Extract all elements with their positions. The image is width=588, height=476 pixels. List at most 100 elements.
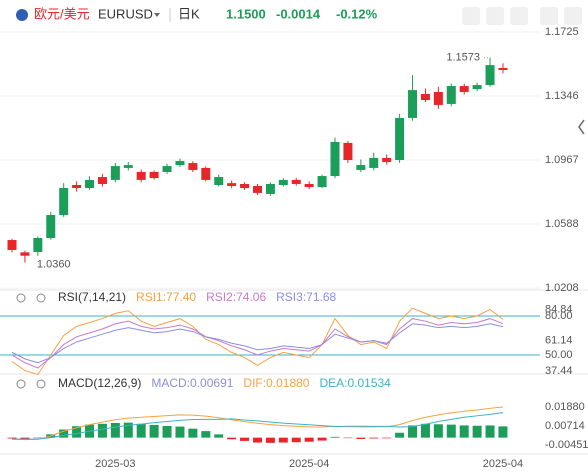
candle-body — [395, 117, 405, 160]
histogram-bar — [20, 437, 30, 439]
candle-body — [188, 163, 198, 170]
histogram-bar — [485, 425, 495, 438]
change-pct: -0.12% — [336, 6, 378, 21]
histogram-bar — [408, 425, 418, 438]
settings-icon[interactable] — [36, 293, 46, 303]
indicator-title: MACD(12,26,9) — [58, 376, 141, 390]
y-tick-label: 1.0208 — [545, 282, 579, 294]
period[interactable]: 日K — [178, 6, 200, 21]
histogram-bar — [33, 437, 43, 439]
y-tick-label: 37.44 — [545, 365, 573, 377]
y-tick-label: 0.01880 — [545, 401, 585, 413]
y-tick-label: 80.00 — [545, 310, 573, 322]
candle-body — [175, 161, 185, 166]
y-tick-label: 1.1725 — [545, 26, 579, 38]
symbol[interactable]: EURUSD — [98, 6, 153, 21]
indicator-line — [11, 323, 504, 364]
histogram-bar — [97, 423, 107, 438]
symbol-name[interactable]: 欧元/美元 — [34, 6, 90, 21]
candle-body — [343, 142, 353, 160]
histogram-bar — [278, 437, 288, 443]
histogram-bar — [162, 425, 172, 438]
candle-body — [356, 165, 366, 170]
histogram-bar — [498, 426, 508, 438]
tool-button[interactable] — [540, 7, 558, 25]
histogram-bar — [188, 428, 198, 438]
candle-body — [304, 183, 314, 188]
candle-body — [46, 215, 56, 238]
tool-button[interactable] — [510, 7, 528, 25]
candle-body — [7, 240, 17, 250]
settings-icon[interactable] — [36, 379, 46, 389]
histogram-bar — [123, 422, 133, 438]
candle-body — [201, 167, 211, 180]
candle-body — [485, 65, 495, 86]
dropdown-arrow[interactable] — [154, 13, 160, 17]
candle-body — [97, 177, 107, 184]
histogram-bar — [59, 429, 69, 438]
x-tick-label: 2025-04 — [483, 458, 523, 470]
candle-body — [85, 179, 95, 189]
candle-body — [330, 141, 340, 177]
candle-body — [317, 176, 327, 188]
candle-body — [459, 86, 469, 92]
collapse-arrow[interactable] — [578, 119, 585, 135]
candle-body — [278, 179, 288, 185]
change: -0.0014 — [276, 6, 321, 21]
legend-entry: DIF:0.01880 — [243, 376, 309, 390]
histogram-bar — [304, 437, 314, 442]
candle-body — [59, 188, 69, 216]
tool-button[interactable] — [486, 7, 504, 25]
candle-body — [214, 177, 224, 185]
histogram-bar — [369, 437, 379, 439]
legend-entry: RSI1:77.40 — [136, 290, 196, 304]
candle-body — [72, 184, 82, 189]
legend-entry: DEA:0.01534 — [319, 376, 391, 390]
eye-icon[interactable] — [16, 379, 26, 389]
price: 1.1500 — [226, 6, 266, 21]
histogram-bar — [356, 437, 366, 439]
histogram-bar — [317, 437, 327, 441]
legend-entry: RSI3:71.68 — [276, 290, 336, 304]
candle-body — [382, 157, 392, 163]
histogram-bar — [433, 424, 443, 438]
candle-body — [162, 166, 172, 172]
legend-entry: RSI2:74.06 — [206, 290, 266, 304]
histogram-bar — [291, 437, 301, 443]
y-tick-label: 1.1346 — [545, 90, 579, 102]
candle-body — [433, 91, 443, 105]
histogram-bar — [72, 426, 82, 438]
candle-body — [110, 166, 120, 180]
histogram-bar — [240, 437, 250, 441]
candle-body — [472, 85, 482, 90]
candle-body — [240, 183, 250, 189]
x-tick-label: 2025-03 — [95, 458, 135, 470]
eye-icon[interactable] — [16, 293, 26, 303]
tool-button[interactable] — [462, 7, 480, 25]
x-tick-label: 2025-04 — [289, 458, 329, 470]
candle-body — [446, 86, 456, 104]
indicator-line — [11, 406, 504, 441]
y-tick-label: 1.0967 — [545, 154, 579, 166]
histogram-bar — [175, 426, 185, 438]
flag-icon — [16, 9, 28, 21]
legend-entry: MACD:0.00691 — [151, 376, 233, 390]
candle-body — [291, 179, 301, 184]
tool-button[interactable] — [564, 7, 582, 25]
y-tick-label: 84.84 — [545, 304, 573, 316]
histogram-bar — [395, 432, 405, 438]
candle-body — [20, 252, 30, 256]
candle-body — [420, 93, 430, 101]
histogram-bar — [420, 423, 430, 438]
histogram-bar — [343, 437, 353, 439]
histogram-bar — [330, 436, 340, 438]
candle-body — [369, 157, 379, 168]
y-tick-label: 1.0588 — [545, 218, 579, 230]
histogram-bar — [382, 437, 392, 439]
histogram-bar — [459, 425, 469, 438]
candle-body — [252, 186, 262, 193]
histogram-bar — [110, 422, 120, 438]
histogram-bar — [227, 437, 237, 440]
histogram-bar — [136, 423, 146, 438]
